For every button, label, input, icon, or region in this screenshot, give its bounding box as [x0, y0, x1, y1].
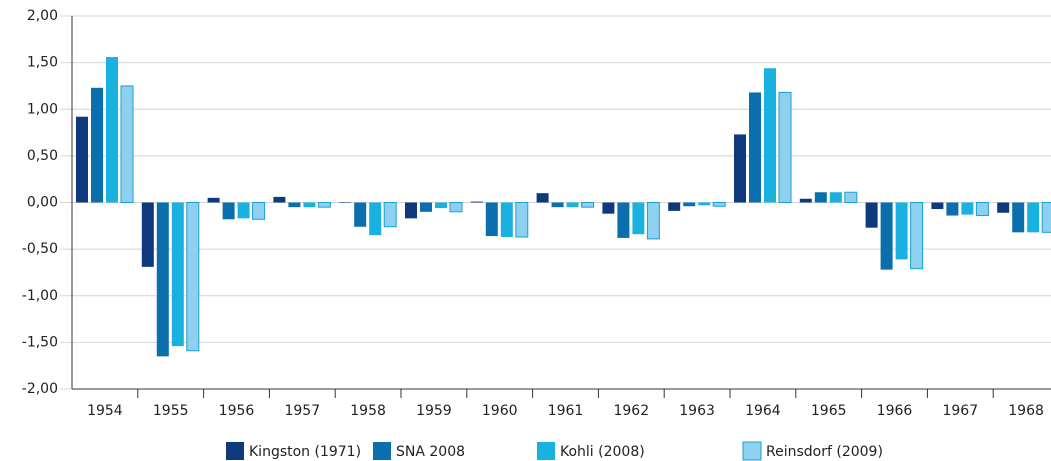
bar — [668, 202, 681, 211]
bar — [961, 202, 974, 215]
bar — [354, 202, 367, 227]
bar — [1041, 202, 1051, 233]
legend-label: SNA 2008 — [396, 444, 465, 460]
bar — [764, 68, 776, 203]
y-tick-label: -1,00 — [22, 288, 58, 304]
y-tick-label: 1,50 — [27, 55, 58, 71]
legend-swatch — [742, 441, 762, 461]
y-tick-label: 2,00 — [27, 8, 58, 24]
bar — [997, 202, 1010, 213]
bar — [880, 202, 893, 270]
legend-label: Reinsdorf (2009) — [766, 444, 883, 460]
x-tick-label: 1965 — [811, 403, 847, 419]
x-tick-label: 1955 — [153, 403, 189, 419]
bar — [339, 202, 352, 203]
bar — [551, 202, 564, 208]
bar — [844, 191, 858, 203]
legend-swatch — [537, 442, 555, 460]
bar — [865, 202, 878, 228]
legend-label: Kohli (2008) — [560, 444, 645, 460]
bar — [186, 202, 200, 352]
x-tick-label: 1962 — [613, 403, 649, 419]
x-tick-label: 1960 — [482, 403, 518, 419]
legend-label: Kingston (1971) — [249, 444, 361, 460]
bar — [485, 202, 498, 237]
bar — [369, 202, 382, 236]
bar — [617, 202, 630, 238]
bar — [749, 92, 761, 203]
bar — [120, 85, 134, 203]
bar — [435, 202, 447, 209]
x-tick-label: 1963 — [679, 403, 715, 419]
bar — [698, 202, 711, 206]
x-tick-label: 1958 — [350, 403, 386, 419]
bar — [581, 202, 595, 208]
bar — [799, 198, 812, 203]
bar — [76, 116, 88, 203]
x-tick-label: 1961 — [548, 403, 584, 419]
y-tick-label: -2,00 — [22, 381, 58, 397]
bar — [288, 202, 301, 208]
bar — [975, 202, 989, 217]
bar — [646, 202, 660, 240]
bar — [515, 202, 529, 238]
bar — [632, 202, 645, 235]
x-tick-label: 1966 — [877, 403, 913, 419]
bar — [449, 202, 463, 213]
bar — [1027, 202, 1040, 233]
x-tick-label: 1967 — [942, 403, 978, 419]
bar — [500, 202, 513, 238]
bar — [222, 202, 235, 220]
bar — [141, 202, 154, 267]
x-tick-label: 1968 — [1008, 403, 1044, 419]
bar — [470, 201, 483, 203]
bar — [778, 91, 792, 203]
bar — [931, 202, 944, 210]
bar — [420, 202, 432, 212]
legend-swatch — [226, 442, 244, 460]
x-tick-label: 1959 — [416, 403, 452, 419]
bar — [712, 202, 726, 207]
y-tick-label: 0,00 — [27, 195, 58, 211]
bar — [303, 202, 316, 208]
bar — [207, 197, 220, 203]
bar — [317, 202, 331, 208]
bar — [106, 57, 118, 203]
bar — [171, 202, 184, 347]
bar — [383, 202, 397, 228]
bar — [895, 202, 908, 260]
bar — [683, 202, 696, 207]
bar — [566, 202, 579, 208]
bar — [156, 202, 169, 357]
bar — [814, 192, 827, 203]
x-tick-label: 1956 — [219, 403, 255, 419]
bar — [946, 202, 959, 216]
bar — [405, 202, 417, 219]
bar — [734, 134, 746, 203]
bar — [602, 202, 615, 214]
bar — [273, 196, 286, 203]
bar — [91, 87, 103, 203]
bar — [1012, 202, 1025, 233]
legend-swatch — [373, 442, 391, 460]
bar — [829, 192, 842, 203]
y-tick-label: 1,00 — [27, 101, 58, 117]
x-tick-label: 1964 — [745, 403, 781, 419]
bar — [536, 193, 549, 203]
y-tick-label: -1,50 — [22, 334, 58, 350]
x-tick-label: 1954 — [87, 403, 123, 419]
x-tick-label: 1957 — [284, 403, 320, 419]
bar — [910, 202, 924, 270]
bar — [237, 202, 250, 219]
y-tick-label: -0,50 — [22, 241, 58, 257]
y-tick-label: 0,50 — [27, 148, 58, 164]
bar — [252, 202, 266, 220]
